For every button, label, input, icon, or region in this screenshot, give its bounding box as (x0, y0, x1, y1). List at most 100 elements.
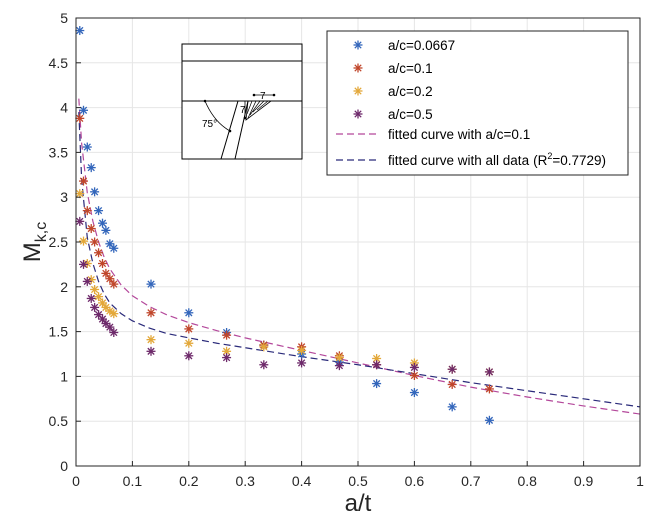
legend-label-series-1: a/c=0.1 (388, 61, 433, 76)
x-tick-label: 0.7 (461, 473, 481, 489)
marker-series-1 (75, 113, 85, 123)
marker-series-0 (94, 206, 104, 216)
x-tick-label: 0.8 (517, 473, 537, 489)
marker-series-1 (90, 237, 100, 247)
marker-series-1 (79, 176, 89, 186)
inset-weld-right (234, 100, 249, 160)
y-tick-label: 1 (60, 368, 68, 384)
y-tick-label: 3.5 (49, 144, 69, 160)
x-tick-label: 0.9 (574, 473, 594, 489)
x-tick-label: 0.6 (405, 473, 425, 489)
inset-dim-top-dot-a (252, 93, 256, 97)
x-tick-label: 1 (636, 473, 644, 489)
legend-marker-series-2 (353, 86, 363, 96)
x-axis-title: a/t (345, 490, 372, 517)
inset-dim-side-label: 7 (240, 105, 246, 116)
marker-series-3 (109, 327, 119, 337)
x-tick-label: 0.4 (292, 473, 312, 489)
x-tick-label: 0 (72, 473, 80, 489)
marker-series-1 (82, 206, 92, 216)
marker-series-3 (105, 322, 115, 332)
marker-series-2 (259, 342, 269, 352)
legend-frame (326, 30, 629, 176)
marker-series-0 (484, 415, 494, 425)
marker-series-3 (146, 346, 156, 356)
legend-entries (336, 40, 380, 161)
y-tick-label: 4 (60, 100, 68, 116)
marker-series-1 (184, 324, 194, 334)
legend-label-series-0: a/c=0.0667 (388, 38, 455, 53)
marker-series-0 (146, 279, 156, 289)
marker-series-2 (94, 292, 104, 302)
marker-series-3 (372, 360, 382, 370)
marker-series-0 (409, 388, 419, 398)
marker-series-2 (146, 335, 156, 345)
fit-line-series-5 (78, 112, 641, 408)
legend-marker-series-0 (353, 40, 363, 50)
fitted-curves (78, 98, 641, 415)
inset-schematic: 75° 7 7 (181, 43, 303, 160)
legend-label-series-2: a/c=0.2 (388, 84, 433, 99)
marker-series-2 (109, 309, 119, 319)
marker-series-3 (259, 360, 269, 370)
marker-series-1 (86, 224, 96, 234)
inset-angle-dot-a (203, 99, 207, 103)
marker-series-0 (75, 26, 85, 36)
marker-series-0 (79, 105, 89, 115)
marker-series-3 (75, 216, 85, 226)
marker-series-3 (222, 353, 232, 363)
legend-label-series-3: a/c=0.5 (388, 107, 433, 122)
axis-ticks: 0 0.1 0.2 0.3 0.4 0.5 0.6 0.7 0.8 0.9 1 0 0.5 1 1.5 2 2.… (49, 10, 645, 489)
inset-dim-top-dot-b (272, 93, 276, 97)
marker-series-3 (184, 351, 194, 361)
marker-series-1 (447, 379, 457, 389)
marker-series-0 (90, 187, 100, 197)
marker-series-3 (409, 362, 419, 372)
marker-series-3 (82, 276, 92, 286)
inset-angle-label: 75° (202, 119, 217, 130)
y-tick-label: 1.5 (49, 324, 69, 340)
marker-series-0 (447, 402, 457, 412)
marker-series-2 (79, 236, 89, 246)
x-tick-label: 0.2 (179, 473, 199, 489)
marker-series-1 (146, 308, 156, 318)
marker-series-1 (94, 248, 104, 258)
marker-series-3 (484, 367, 494, 377)
inset-angle-arc (204, 100, 231, 132)
legend: a/c=0.0667 a/c=0.1 a/c=0.2 a/c=0.5 fitte… (326, 30, 629, 176)
y-axis-title-subscript: k,c (33, 222, 50, 242)
marker-series-0 (98, 218, 108, 228)
marker-series-1 (101, 268, 111, 278)
inset-crack-hatch (246, 100, 269, 119)
marker-series-3 (447, 364, 457, 374)
inset-crack-region (245, 100, 273, 121)
marker-series-0 (109, 243, 119, 253)
marker-series-1 (109, 279, 119, 289)
y-tick-label: 2.5 (49, 234, 69, 250)
y-tick-label: 3 (60, 189, 68, 205)
marker-series-1 (98, 259, 108, 269)
marker-series-1 (409, 371, 419, 381)
x-tick-label: 0.5 (348, 473, 368, 489)
x-tick-label: 0.1 (123, 473, 143, 489)
legend-label-series-5: fitted curve with all data (R2=0.7729) (388, 151, 606, 168)
marker-series-2 (90, 284, 100, 294)
marker-series-0 (372, 379, 382, 389)
x-tick-label: 0.3 (235, 473, 255, 489)
legend-label-series-5-main: fitted curve with all data (388, 153, 530, 168)
legend-label-series-5-post: =0.7729) (552, 153, 606, 168)
marker-series-3 (90, 302, 100, 312)
marker-series-1 (484, 384, 494, 394)
y-axis-title-main: M (19, 242, 46, 262)
legend-label-series-4: fitted curve with a/c=0.1 (388, 127, 530, 142)
inset-dim-top-label: 7 (260, 91, 266, 102)
y-axis-title: Mk,c (19, 222, 50, 262)
marker-series-0 (86, 163, 96, 173)
marker-series-1 (222, 330, 232, 340)
legend-label-series-5-sup: 2 (547, 151, 552, 161)
marker-series-3 (86, 293, 96, 303)
inset-angle-dot-b (228, 129, 232, 133)
y-tick-label: 5 (60, 10, 68, 26)
marker-series-0 (82, 142, 92, 152)
